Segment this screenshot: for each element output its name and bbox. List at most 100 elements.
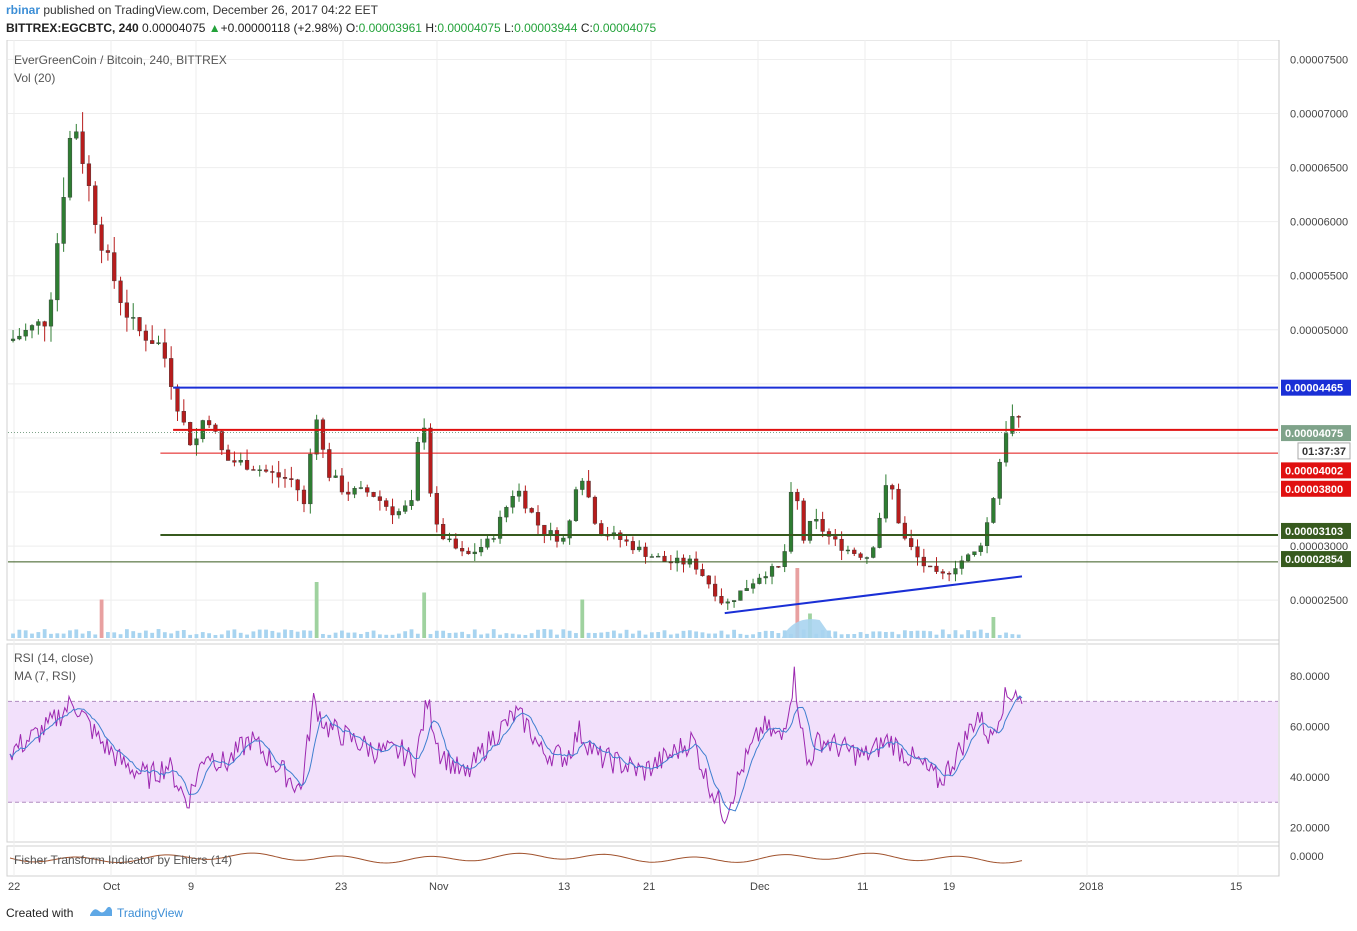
footer: Created with TradingView	[0, 897, 1357, 931]
candle-body	[959, 560, 964, 569]
candle-body	[17, 335, 22, 340]
rsi-pane: 80.0000 60.0000 40.0000 20.0000	[8, 666, 1330, 834]
volume-bar	[536, 629, 540, 638]
volume-bar	[106, 632, 110, 638]
volume-bar	[175, 630, 180, 638]
volume-bar	[453, 632, 458, 638]
candle-body	[637, 546, 642, 551]
candle-body	[833, 536, 838, 540]
level-lines[interactable]	[8, 386, 1278, 563]
volume-bar	[953, 630, 958, 638]
volume-bar	[112, 632, 117, 638]
price-tags: 0.00004075 01:37:37 0.00004002 0.00003800 0.…	[1281, 379, 1351, 568]
candle-body	[750, 583, 756, 589]
candle-body	[523, 490, 528, 509]
high-label: H:	[425, 21, 438, 35]
candle-body	[251, 469, 256, 471]
time-tick-label: 23	[335, 881, 347, 893]
price-tag	[1281, 425, 1351, 442]
volume-bar	[232, 629, 237, 638]
volume-bar	[226, 630, 230, 638]
trading-chart[interactable]: 0.00007500 0.00007000 0.00006500 0.00006000…	[0, 40, 1357, 900]
candle-body	[156, 342, 161, 344]
candle-body	[67, 137, 73, 198]
candle-body	[93, 185, 98, 225]
candle-body	[162, 342, 167, 359]
candle-body	[422, 427, 427, 443]
candle-body	[194, 438, 199, 446]
volume-bar	[498, 634, 502, 638]
candle-body	[143, 330, 148, 341]
candle-body	[491, 538, 496, 540]
tradingview-link[interactable]: TradingView	[117, 906, 184, 920]
volume-bar	[890, 631, 895, 638]
volume-bar	[580, 599, 585, 638]
candle-body	[460, 548, 465, 552]
volume-bar	[409, 629, 414, 638]
price-tick-label: 0.00005000	[1290, 325, 1348, 337]
volume-bar	[593, 633, 597, 638]
price-tag-label: 0.00003800	[1285, 484, 1343, 496]
time-tick-label: 2018	[1079, 881, 1103, 893]
candle-body	[940, 571, 945, 574]
volume-bar	[219, 634, 224, 638]
candle-body	[782, 551, 787, 567]
volume-bar	[732, 629, 736, 638]
volume-bar	[915, 630, 920, 638]
volume-bar	[637, 630, 642, 638]
price-tick-label: 0.00005500	[1290, 271, 1348, 283]
volume-bar	[713, 633, 718, 638]
publisher-username[interactable]: rbinar	[6, 3, 41, 17]
volume-bar	[523, 634, 528, 638]
candle-body	[428, 427, 433, 494]
volume-bar	[630, 633, 635, 638]
candle-body	[29, 325, 35, 331]
candle-body	[580, 480, 585, 490]
volume-bar	[365, 631, 370, 638]
candle-body	[864, 557, 870, 559]
candle-body	[510, 496, 515, 508]
candle-body	[188, 422, 193, 446]
ascending-trendline	[724, 575, 1023, 615]
volume-bar	[947, 634, 952, 638]
volume-bar	[23, 630, 28, 638]
tradingview-logo-icon	[90, 906, 112, 916]
volume-bar	[276, 632, 281, 638]
price-tag	[1281, 480, 1351, 497]
volume-bar	[352, 632, 357, 638]
candle-body	[599, 523, 604, 536]
volume-bar	[624, 629, 629, 638]
price-tag-label: 0.00003103	[1285, 526, 1343, 538]
volume-bar	[725, 634, 730, 638]
volume-bar	[314, 582, 319, 638]
candle-body	[719, 595, 724, 604]
change-arrow-icon: ▲	[208, 21, 221, 35]
volume-bar	[656, 632, 661, 638]
candle-body	[42, 321, 47, 327]
candle-body	[801, 500, 806, 541]
candle-body	[573, 489, 579, 521]
candle-body	[466, 550, 471, 555]
candle-body	[535, 512, 541, 526]
candle-body	[295, 479, 300, 491]
volume-bar	[485, 633, 490, 638]
price-tick-label: 0.00002500	[1290, 595, 1348, 607]
volume-bar	[359, 634, 363, 638]
low-value: 0.00003944	[514, 21, 578, 35]
price-tag	[1281, 551, 1351, 568]
candle-body	[308, 453, 313, 505]
candle-body	[656, 555, 661, 558]
candle-body	[1003, 433, 1009, 463]
chart-title: EverGreenCoin / Bitcoin, 240, BITTREX	[14, 53, 227, 67]
rsi-tick-label: 60.0000	[1290, 722, 1330, 734]
trendline[interactable]	[724, 575, 1023, 615]
volume-bar	[371, 630, 376, 638]
volume-bar	[548, 629, 553, 638]
candle-body	[48, 299, 54, 327]
price-tag-label: 0.00002854	[1285, 554, 1344, 566]
candle-body	[346, 491, 351, 495]
candle-body	[339, 475, 345, 493]
candle-body	[788, 491, 794, 552]
price-tag-label: 0.00004002	[1285, 465, 1343, 477]
fisher-line	[9, 852, 1023, 864]
